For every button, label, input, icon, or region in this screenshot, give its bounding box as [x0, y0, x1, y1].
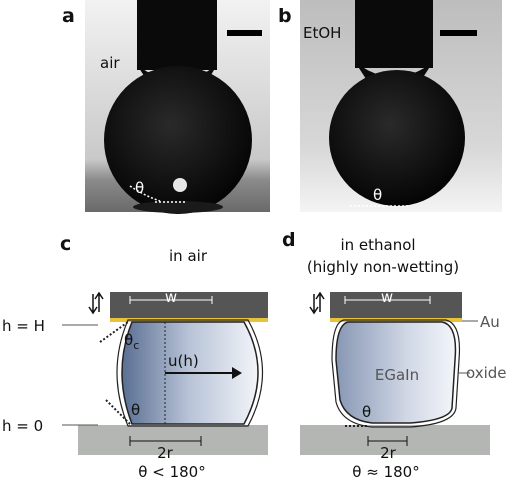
angle-subscript: c	[133, 339, 139, 352]
angle-label: θ	[373, 186, 382, 204]
shell-label: oxide	[466, 364, 507, 382]
photo-a: a air θ	[62, 0, 270, 214]
height-top-label: h = H	[2, 317, 45, 335]
electrode-label: Au	[480, 313, 500, 331]
panel-title: in air	[169, 247, 208, 265]
bottom-angle-label: θ	[362, 403, 371, 421]
schematic-c: c in air w h = H h = 0 θc u(h) θ 2r θ < …	[2, 233, 268, 481]
condition-label: θ < 180°	[138, 463, 205, 481]
width-label: w	[165, 288, 177, 306]
panel-subtitle: (highly non-wetting)	[307, 258, 459, 276]
panel-label: d	[282, 229, 296, 251]
schematic-d: d in ethanol (highly non-wetting) w Au E…	[282, 229, 507, 481]
angle-label: θ	[135, 179, 144, 197]
angle: θ	[124, 331, 133, 349]
figure: a air θ b EtOH θ c in air w h = H h = 0	[0, 0, 511, 481]
bottom-angle-label: θ	[131, 401, 140, 419]
panel-label: b	[278, 5, 292, 27]
panel-title: in ethanol	[340, 236, 415, 254]
medium-label: air	[100, 54, 120, 72]
velocity-label: u(h)	[168, 352, 199, 370]
panel-label: a	[62, 5, 75, 27]
condition-label: θ ≈ 180°	[352, 463, 419, 481]
liquid-label: EGaIn	[375, 366, 419, 384]
panel-label: c	[60, 233, 71, 255]
medium-label: EtOH	[303, 24, 341, 42]
radius-label: 2r	[157, 444, 174, 462]
width-label: w	[381, 288, 393, 306]
radius-label: 2r	[380, 444, 397, 462]
photo-b: b EtOH θ	[278, 0, 502, 212]
height-bottom-label: h = 0	[2, 417, 43, 435]
